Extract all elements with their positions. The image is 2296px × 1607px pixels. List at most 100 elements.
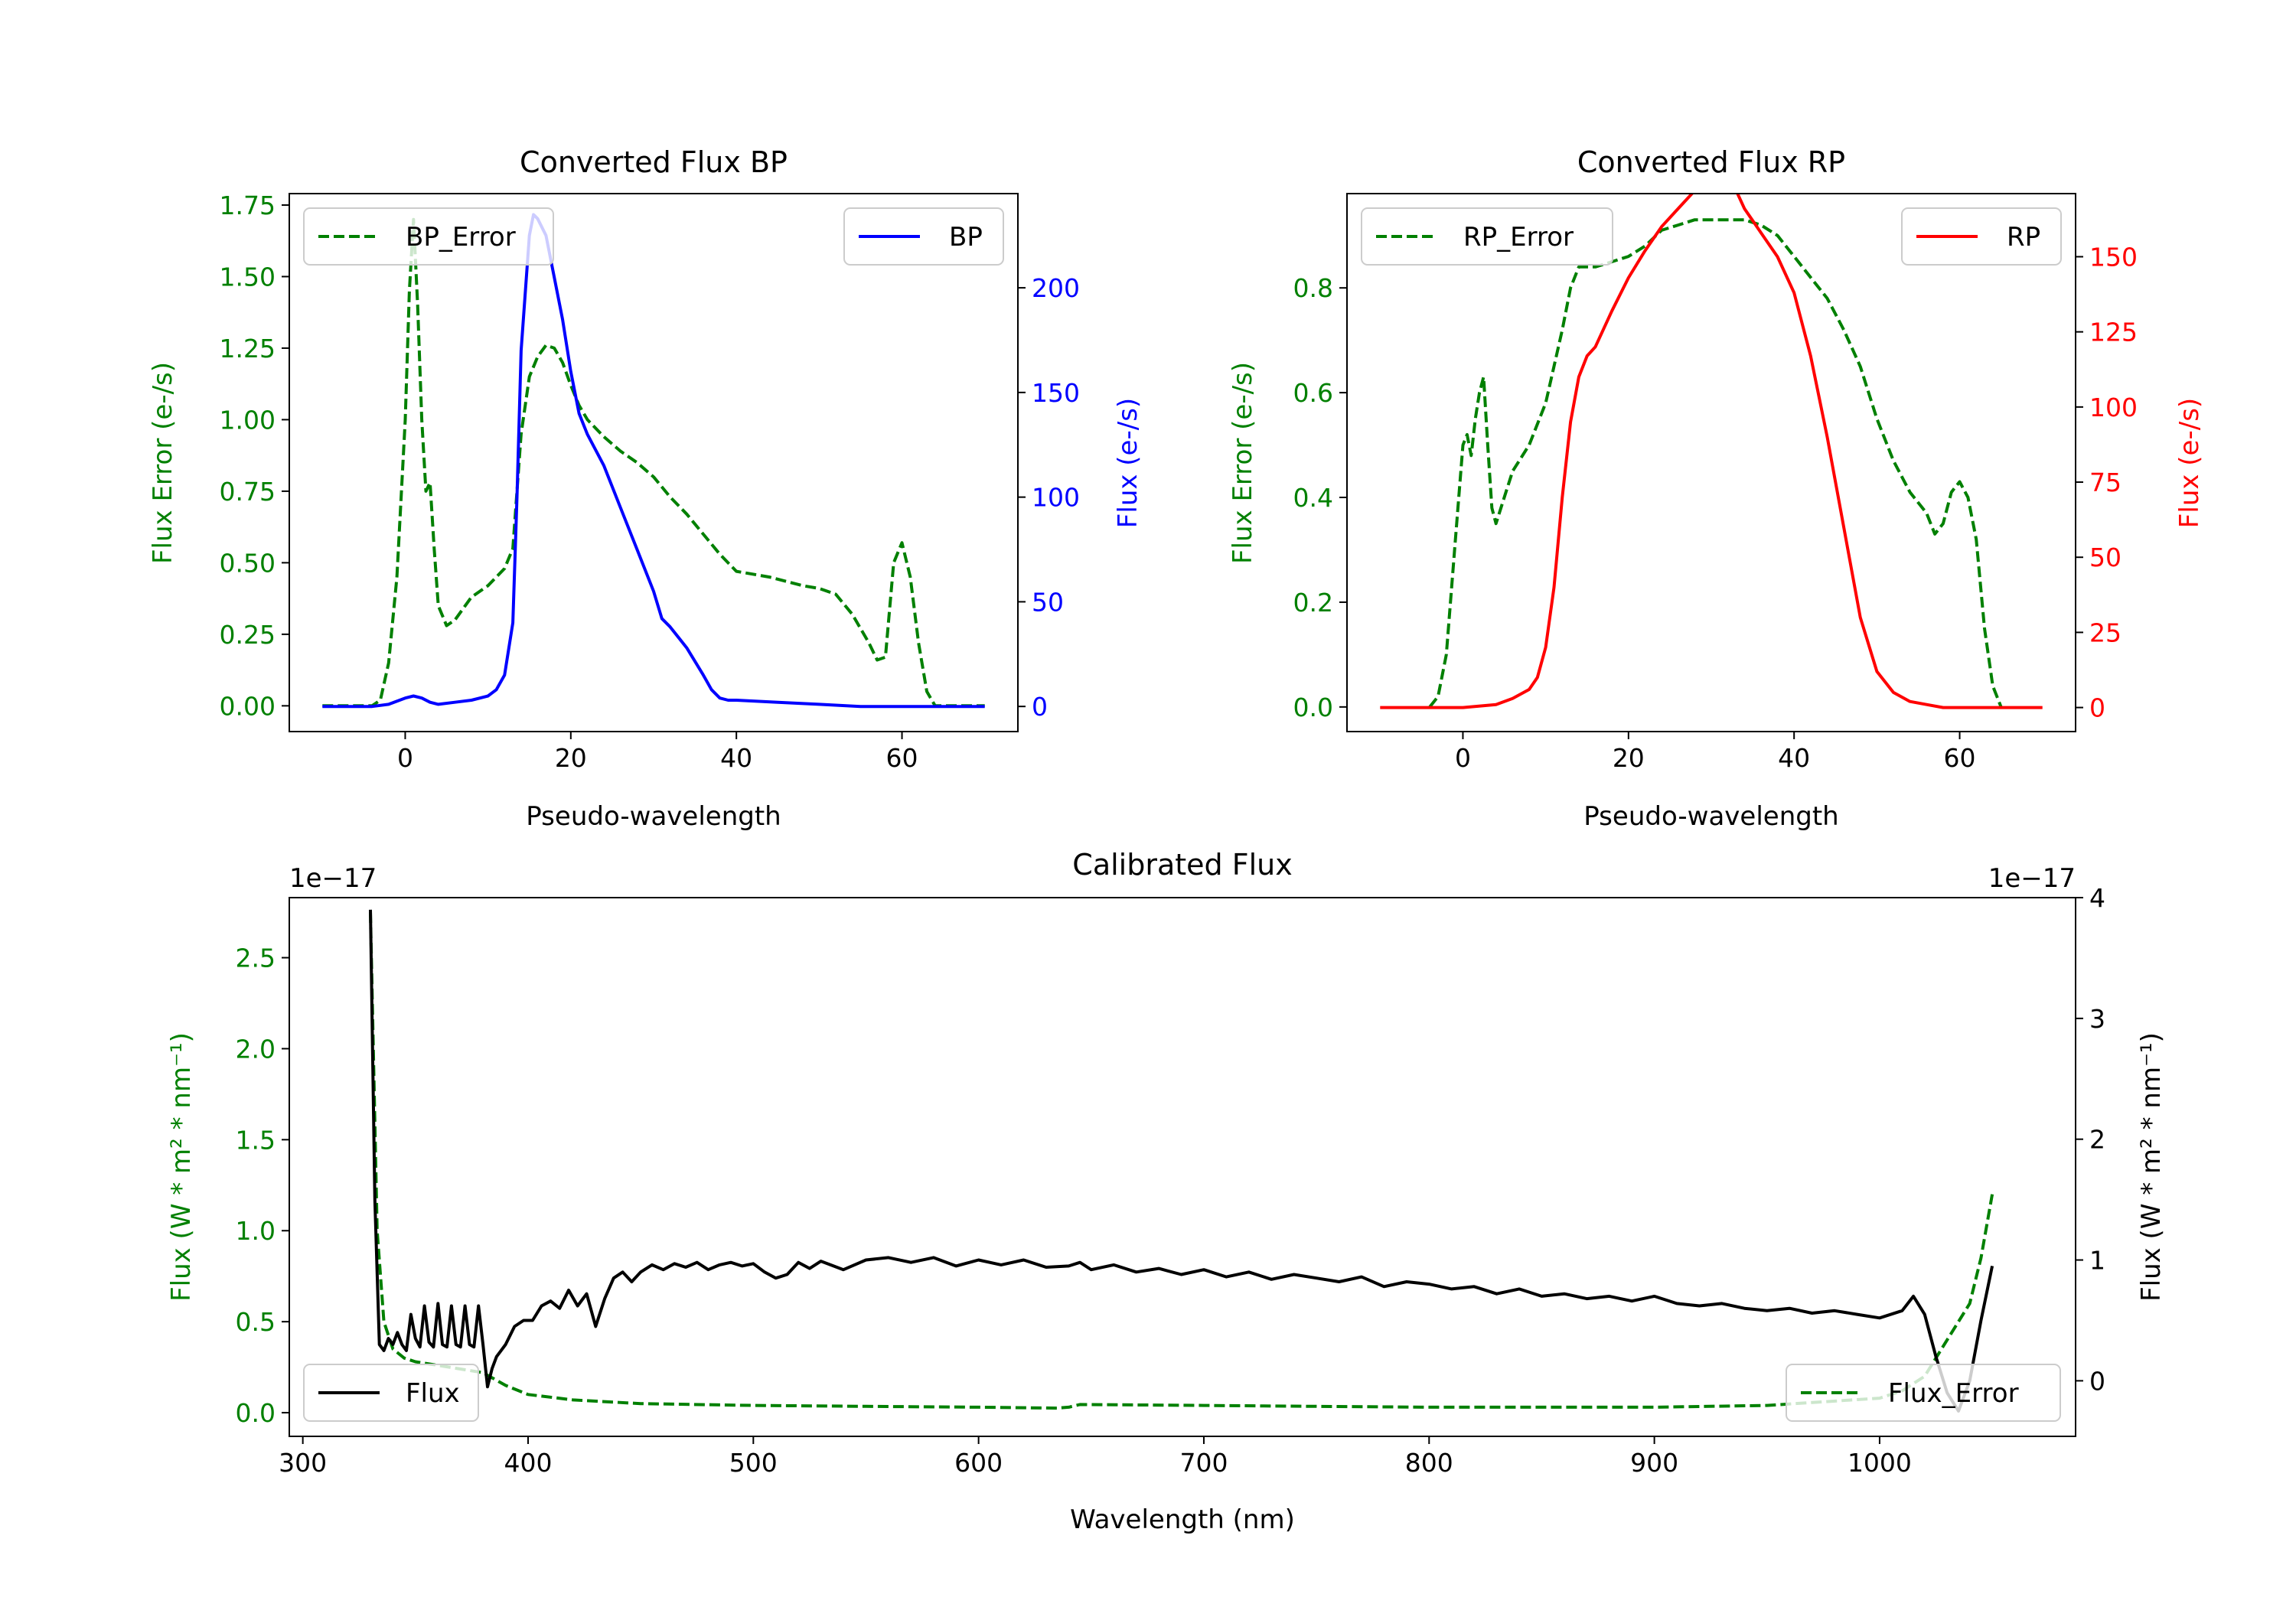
series-line-rp-error (1428, 218, 2003, 709)
bp-panel: 0 20 40 60 0.00 0.25 0.50 0.75 1.00 1.25 1.50 1.75 0… (148, 145, 1143, 832)
calibrated-xtick-label: 300 (279, 1448, 327, 1478)
bp-xtick-label: 0 (397, 743, 413, 773)
rp-xtick-label: 20 (1613, 743, 1645, 773)
calibrated-ytick-left-label: 2.5 (236, 943, 276, 973)
rp-legend-left-box (1361, 207, 1613, 266)
rp-ylabel-right: Flux (e-/s) (2174, 398, 2205, 528)
calibrated-legend-right-box (1786, 1364, 2061, 1422)
rp-ytick-right-label: 150 (2089, 242, 2138, 272)
rp-legend-right-box (1901, 207, 2062, 266)
series-line-flux-error (369, 911, 1994, 1410)
bp-xtick-label: 60 (886, 743, 918, 773)
calibrated-series-group (369, 909, 1994, 1413)
calibrated-plot-area (369, 909, 1994, 1413)
bp-ytick-left-label: 1.50 (220, 262, 276, 292)
calibrated-xtick-label: 600 (954, 1448, 1003, 1478)
bp-series-group (322, 213, 985, 709)
bp-xtick-label: 20 (555, 743, 587, 773)
calibrated-ticks: 300 400 500 600 700 800 900 1000 0.0 0.5 1.0 1.5 2.0… (236, 883, 2105, 1478)
calibrated-offset-left: 1e−17 (289, 863, 377, 894)
calibrated-title: Calibrated Flux (1072, 848, 1292, 882)
bp-ylabel-left: Flux Error (e-/s) (148, 362, 178, 564)
rp-legend-left-label: RP_Error (1463, 222, 1574, 253)
calibrated-panel: 300 400 500 600 700 800 900 1000 0.0 0.5 1.0 1.5 2.0… (166, 848, 2167, 1535)
calibrated-legend-left[interactable]: Flux (303, 1364, 479, 1422)
calibrated-legend-left-box (303, 1364, 479, 1422)
calibrated-ytick-left-label: 1.5 (236, 1125, 276, 1155)
calibrated-legend-left-label: Flux (406, 1378, 460, 1409)
calibrated-ytick-left-label: 2.0 (236, 1034, 276, 1064)
bp-ytick-right-label: 150 (1032, 378, 1080, 408)
calibrated-ylabel-right: Flux (W * m² * nm⁻¹) (2136, 1032, 2167, 1302)
bp-ylabel-right: Flux (e-/s) (1113, 398, 1143, 528)
rp-ytick-left-label: 0.4 (1293, 483, 1333, 513)
bp-ytick-left-label: 0.25 (220, 620, 276, 650)
calibrated-xtick-label: 400 (504, 1448, 552, 1478)
bp-legend-left-label: BP_Error (406, 222, 516, 253)
bp-ytick-left-label: 1.75 (220, 191, 276, 220)
bp-xtick-label: 40 (720, 743, 752, 773)
bp-ytick-right-label: 200 (1032, 273, 1080, 303)
calibrated-xtick-label: 800 (1405, 1448, 1453, 1478)
bp-ticks: 0 20 40 60 0.00 0.25 0.50 0.75 1.00 1.25 1.50 1.75 0… (220, 191, 1080, 773)
calibrated-xtick-label: 1000 (1848, 1448, 1912, 1478)
rp-ytick-right-label: 25 (2089, 618, 2122, 647)
bp-ytick-right-label: 50 (1032, 587, 1064, 617)
rp-series-group (1380, 194, 2043, 709)
bp-ytick-left-label: 0.50 (220, 548, 276, 578)
calibrated-ytick-right-label: 2 (2089, 1125, 2105, 1155)
bp-ytick-left-label: 0.75 (220, 477, 276, 507)
calibrated-xtick-label: 900 (1630, 1448, 1678, 1478)
series-line-rp (1380, 194, 2043, 709)
rp-ytick-left-label: 0.8 (1293, 273, 1333, 303)
calibrated-ytick-right-label: 1 (2089, 1246, 2105, 1276)
bp-legend-left-box (303, 207, 554, 266)
calibrated-ytick-right-label: 3 (2089, 1004, 2105, 1034)
rp-xlabel: Pseudo-wavelength (1583, 801, 1838, 832)
bp-legend-left[interactable]: BP_Error (303, 207, 554, 266)
rp-xtick-label: 0 (1455, 743, 1471, 773)
calibrated-legend-right-label: Flux_Error (1888, 1378, 2019, 1409)
bp-ytick-left-label: 1.25 (220, 334, 276, 363)
rp-ytick-right-label: 75 (2089, 468, 2122, 497)
bp-ytick-left-label: 1.00 (220, 405, 276, 435)
calibrated-xtick-label: 700 (1179, 1448, 1228, 1478)
calibrated-ytick-left-label: 0.5 (236, 1307, 276, 1337)
calibrated-ytick-left-label: 1.0 (236, 1216, 276, 1246)
bp-legend-right-box (843, 207, 1004, 266)
rp-legend-left[interactable]: RP_Error (1361, 207, 1613, 266)
rp-legend-right[interactable]: RP (1901, 207, 2062, 266)
calibrated-ytick-right-label: 4 (2089, 883, 2105, 913)
bp-legend-right-label: BP (949, 222, 983, 253)
series-line-flux (369, 909, 1994, 1413)
calibrated-ytick-right-label: 0 (2089, 1366, 2105, 1396)
rp-ytick-right-label: 100 (2089, 393, 2138, 422)
bp-ytick-right-label: 100 (1032, 483, 1080, 513)
bp-legend-right[interactable]: BP (843, 207, 1004, 266)
bp-plot-frame (289, 193, 1019, 732)
bp-plot-area (322, 213, 985, 709)
rp-ytick-right-label: 0 (2089, 693, 2105, 723)
rp-ytick-right-label: 125 (2089, 318, 2138, 347)
calibrated-legend-right[interactable]: Flux_Error (1786, 1364, 2061, 1422)
series-line-bp (322, 213, 985, 709)
rp-xtick-label: 60 (1944, 743, 1976, 773)
calibrated-ytick-left-label: 0.0 (236, 1398, 276, 1428)
rp-panel: 0 20 40 60 0.0 0.2 0.4 0.6 0.8 0 25 50 75 100 125 150 C… (1228, 145, 2205, 832)
rp-plot-frame (1346, 193, 2076, 732)
rp-ytick-left-label: 0.6 (1293, 378, 1333, 408)
rp-plot-area (1380, 194, 2043, 709)
rp-ticks: 0 20 40 60 0.0 0.2 0.4 0.6 0.8 0 25 50 75 100 125 150 (1293, 242, 2138, 773)
bp-ytick-left-label: 0.00 (220, 691, 276, 721)
calibrated-xtick-label: 500 (729, 1448, 778, 1478)
bp-xlabel: Pseudo-wavelength (526, 801, 781, 832)
bp-ytick-right-label: 0 (1032, 692, 1048, 722)
rp-ytick-right-label: 50 (2089, 543, 2122, 572)
bp-title: Converted Flux BP (520, 145, 788, 179)
rp-legend-right-label: RP (2007, 222, 2040, 253)
rp-title: Converted Flux RP (1577, 145, 1845, 179)
calibrated-ylabel-left: Flux (W * m² * nm⁻¹) (166, 1032, 197, 1302)
rp-ylabel-left: Flux Error (e-/s) (1228, 362, 1258, 564)
